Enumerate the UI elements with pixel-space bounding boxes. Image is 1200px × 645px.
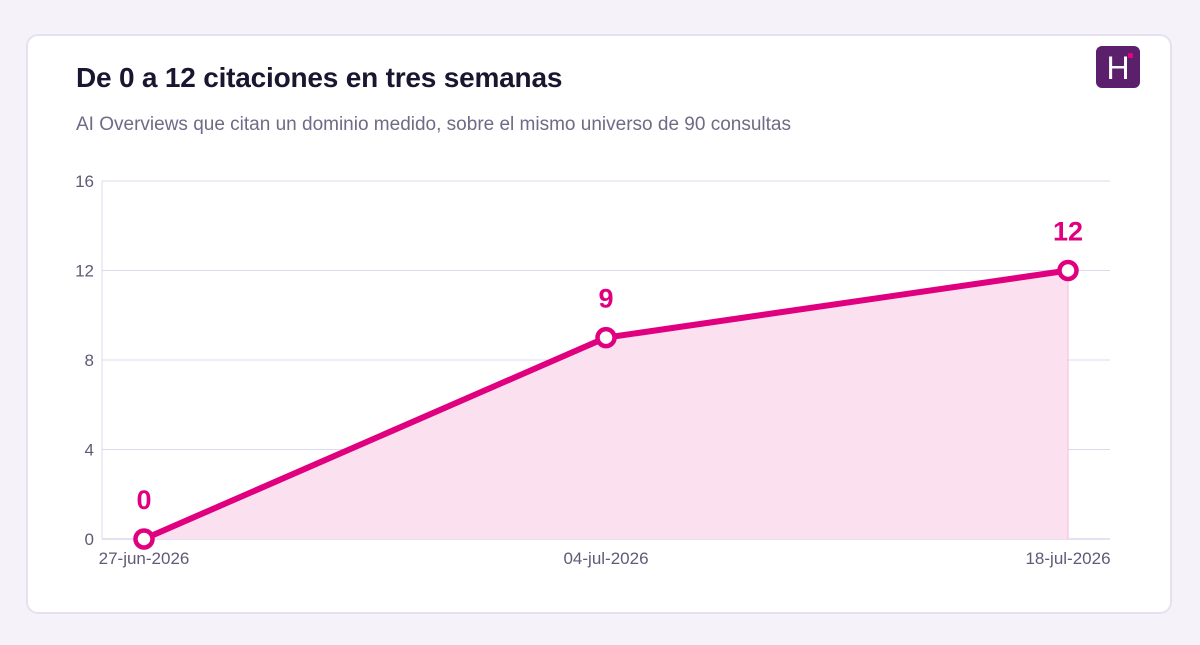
area-fill-path — [144, 270, 1068, 539]
y-tick-label: 4 — [85, 441, 94, 460]
x-tick-label: 27-jun-2026 — [99, 549, 190, 568]
brand-logo-letter: H — [1106, 50, 1130, 86]
data-label: 12 — [1053, 217, 1083, 247]
data-point — [595, 326, 617, 349]
x-tick-label: 04-jul-2026 — [563, 549, 648, 568]
data-label: 0 — [136, 485, 151, 515]
data-points — [133, 259, 1079, 550]
data-point — [133, 528, 155, 550]
y-tick-label: 16 — [75, 172, 94, 191]
y-axis-ticks: 0 4 8 12 16 — [75, 172, 94, 549]
data-label: 9 — [598, 284, 613, 314]
brand-logo-dot — [1128, 53, 1133, 58]
x-axis-ticks: 27-jun-2026 04-jul-2026 18-jul-2026 — [99, 549, 1111, 568]
y-tick-label: 12 — [75, 262, 94, 281]
data-labels: 0 9 12 — [136, 217, 1083, 516]
brand-logo: H — [1096, 46, 1140, 88]
chart-title: De 0 a 12 citaciones en tres semanas — [76, 62, 563, 93]
data-point — [1057, 259, 1079, 282]
chart-subtitle: AI Overviews que citan un dominio medido… — [76, 114, 791, 135]
x-tick-label: 18-jul-2026 — [1025, 549, 1110, 568]
y-tick-label: 0 — [85, 530, 94, 549]
area-fill — [144, 270, 1069, 539]
y-tick-label: 8 — [85, 351, 94, 370]
